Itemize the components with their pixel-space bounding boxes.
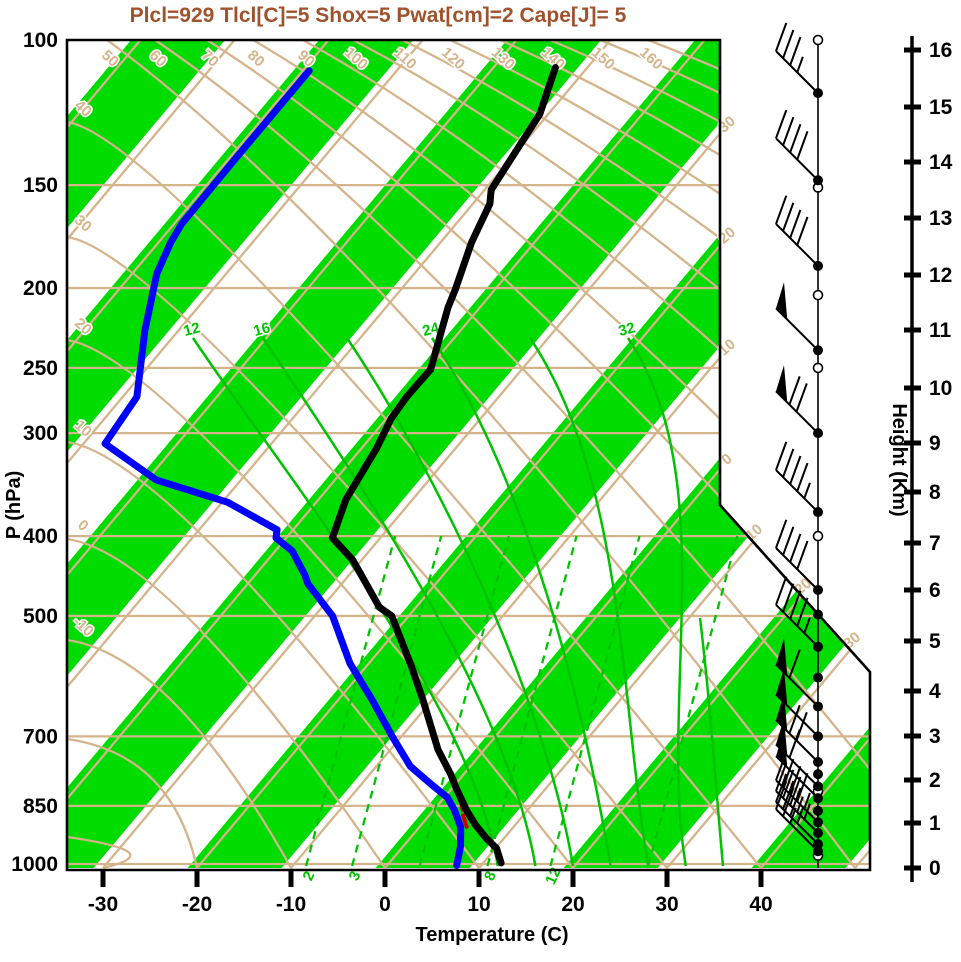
- svg-text:700: 700: [23, 725, 58, 748]
- svg-text:150: 150: [23, 174, 58, 197]
- svg-text:12: 12: [929, 264, 952, 287]
- svg-text:9: 9: [929, 432, 941, 455]
- svg-text:5: 5: [929, 630, 941, 653]
- svg-text:6: 6: [929, 579, 941, 602]
- svg-text:40: 40: [749, 893, 772, 916]
- svg-text:12: 12: [182, 319, 203, 340]
- plot-frame: [65, 38, 872, 872]
- svg-text:10: 10: [929, 377, 952, 400]
- chart-title: Plcl=929 Tlcl[C]=5 Shox=5 Pwat[cm]=2 Cap…: [130, 4, 627, 27]
- svg-text:20: 20: [561, 893, 584, 916]
- svg-text:30: 30: [840, 629, 864, 653]
- dewpoint-line: [101, 67, 465, 869]
- svg-text:-20: -20: [182, 893, 212, 916]
- svg-text:850: 850: [23, 795, 58, 818]
- svg-text:7: 7: [929, 532, 941, 555]
- svg-text:14: 14: [929, 151, 953, 174]
- svg-text:0: 0: [74, 517, 92, 535]
- moist-adiabat-lines: [191, 337, 725, 867]
- svg-text:3: 3: [929, 725, 941, 748]
- green-shaded-bands: [67, 40, 870, 868]
- svg-text:10: 10: [467, 893, 490, 916]
- svg-text:250: 250: [23, 357, 58, 380]
- svg-text:16: 16: [929, 39, 952, 62]
- svg-text:500: 500: [23, 605, 58, 628]
- svg-text:1000: 1000: [11, 853, 58, 876]
- svg-text:32: 32: [617, 319, 638, 340]
- height-axis-caption: Height (Km): [888, 403, 910, 516]
- svg-text:16: 16: [252, 319, 273, 340]
- svg-text:160: 160: [636, 44, 666, 73]
- svg-text:12: 12: [542, 865, 564, 887]
- svg-text:100: 100: [23, 29, 58, 52]
- svg-text:13: 13: [929, 207, 952, 230]
- svg-text:300: 300: [23, 422, 58, 445]
- x-axis-caption: Temperature (C): [416, 924, 569, 946]
- svg-text:400: 400: [23, 525, 58, 548]
- svg-text:-30: -30: [88, 893, 118, 916]
- wind-barb-column: [775, 22, 824, 868]
- svg-text:15: 15: [929, 96, 953, 119]
- svg-text:1: 1: [929, 812, 941, 835]
- svg-text:8: 8: [929, 481, 941, 504]
- temperature-line: [328, 64, 559, 867]
- svg-text:30: 30: [655, 893, 678, 916]
- pressure-gridlines: [67, 40, 870, 866]
- svg-text:200: 200: [23, 277, 58, 300]
- sounding-profiles: [101, 64, 559, 869]
- parcel-line: [461, 813, 469, 829]
- svg-text:120: 120: [438, 44, 468, 73]
- pressure-axis-caption: P (hPa): [3, 471, 25, 540]
- svg-text:-10: -10: [276, 893, 306, 916]
- svg-text:11: 11: [929, 319, 952, 342]
- axis-ticks-and-labels: -30 -20 -10 0 10 20 30 401001502002503004005007…: [11, 29, 952, 916]
- svg-text:0: 0: [379, 893, 391, 916]
- mixing-ratio-lines: [304, 535, 739, 867]
- svg-text:0: 0: [929, 857, 941, 880]
- svg-text:4: 4: [929, 680, 941, 703]
- svg-text:2: 2: [929, 769, 941, 792]
